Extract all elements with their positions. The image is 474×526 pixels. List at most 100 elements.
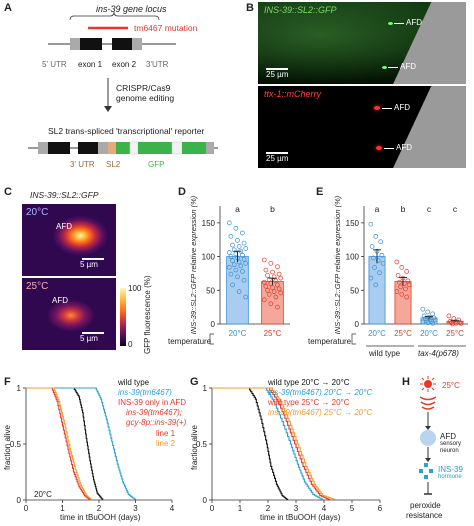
data-point xyxy=(446,313,452,319)
sun-icon xyxy=(419,376,437,410)
panel-letter-d: D xyxy=(178,186,186,198)
category-label: 25°C xyxy=(264,329,282,338)
hormone-icon xyxy=(419,463,433,479)
g-legend-1: ins-39(tm6467) 20°C → 20°C xyxy=(268,388,373,397)
temperature-bracket xyxy=(351,333,356,345)
data-point xyxy=(228,233,234,239)
y-axis-label: INS-39::SL2::GFP relative expression (%) xyxy=(333,195,342,334)
g-xlabel: time in tBuOOH (days) xyxy=(260,513,341,522)
f-xlabel: time in tBuOOH (days) xyxy=(60,513,141,522)
y-tick-label: 0 xyxy=(355,320,360,329)
data-point xyxy=(399,265,405,270)
data-point xyxy=(430,311,436,317)
data-point xyxy=(399,291,405,297)
data-point xyxy=(235,274,240,280)
data-point xyxy=(241,277,247,283)
x-tick-label: 4 xyxy=(170,504,175,513)
e-temperature-label: temperature xyxy=(308,337,352,346)
y-tick-label: 150 xyxy=(346,219,360,228)
x-tick-label: 3 xyxy=(133,504,138,513)
data-point xyxy=(394,259,400,265)
panel-letter-e: E xyxy=(316,186,324,198)
e-group-tax4: tax-4(p678) xyxy=(418,349,459,358)
data-point xyxy=(233,267,239,273)
colorbar-min: 0 xyxy=(128,340,133,349)
x-tick-label: 2 xyxy=(266,504,271,513)
data-point xyxy=(394,289,400,294)
data-point xyxy=(263,283,269,289)
data-point xyxy=(241,240,247,246)
g-legend-0: wild type 20°C → 20°C xyxy=(268,378,350,387)
gfp-title: INS-39::SL2::GFP xyxy=(264,5,337,15)
d-temperature-label: temperature xyxy=(168,337,212,346)
data-point xyxy=(271,289,277,294)
gene-diagram xyxy=(28,11,218,155)
data-point xyxy=(373,282,379,288)
data-point xyxy=(230,242,235,248)
category-label: 25°C xyxy=(446,329,464,338)
data-point xyxy=(233,225,239,231)
data-point xyxy=(430,320,436,326)
data-point xyxy=(243,246,249,251)
data-point xyxy=(373,233,379,239)
data-point xyxy=(404,269,410,274)
survival-curve xyxy=(26,387,137,500)
crispr-label-2: genome editing xyxy=(116,93,175,103)
gfp-label: GFP xyxy=(148,160,165,169)
y-axis-label: INS-39::SL2::GFP relative expression (%) xyxy=(189,195,198,334)
x-tick-label: 3 xyxy=(294,504,299,513)
x-tick-label: 2 xyxy=(97,504,102,513)
data-point xyxy=(377,270,382,276)
afd-neuron-icon xyxy=(420,430,436,446)
crispr-label-1: CRISPR/Cas9 xyxy=(116,83,171,93)
data-point xyxy=(230,282,235,288)
h-peroxide: peroxide xyxy=(410,501,441,510)
scale-label-b2: 25 µm xyxy=(266,154,289,163)
survival-curve xyxy=(212,387,331,500)
data-point xyxy=(236,244,242,249)
utr5-label: 5' UTR xyxy=(42,60,67,69)
y-tick-label: 1 xyxy=(17,384,22,393)
survival-curve xyxy=(212,387,336,500)
data-point xyxy=(268,260,274,266)
data-point xyxy=(375,258,381,263)
survival-curve xyxy=(26,387,93,500)
data-point xyxy=(268,301,274,307)
f-legend-2: INS-39 only in AFD xyxy=(118,398,187,407)
f-legend-1: ins-39(tm6467) xyxy=(118,388,172,397)
data-point xyxy=(276,286,282,292)
data-point xyxy=(240,230,245,236)
significance-letter: c xyxy=(453,204,458,214)
utr3b-label: 3' UTR xyxy=(70,160,95,169)
data-point xyxy=(425,320,431,326)
x-tick-label: 4 xyxy=(322,504,327,513)
survival-curve xyxy=(212,387,324,500)
category-label: 25°C xyxy=(394,329,412,338)
data-point xyxy=(231,247,237,253)
data-point xyxy=(458,320,464,326)
c-afd-20: AFD xyxy=(56,222,72,231)
y-tick-label: 0 xyxy=(17,496,22,505)
data-point xyxy=(226,250,232,255)
exon1-label: exon 1 xyxy=(78,60,103,69)
category-label: 20°C xyxy=(420,329,438,338)
data-point xyxy=(228,271,234,277)
f-legend-5: line 1 xyxy=(156,429,176,438)
c-image-25: 25°C AFD 5 µm xyxy=(22,278,116,350)
panel-letter-g: G xyxy=(190,376,199,388)
data-point xyxy=(404,294,410,300)
data-point xyxy=(230,258,235,263)
gfp-micrograph: INS-39::SL2::GFP AFD AFD 25 µm xyxy=(258,2,466,84)
data-point xyxy=(368,221,374,227)
f-temp: 20°C xyxy=(34,490,52,499)
h-neuron: neuron xyxy=(440,448,459,454)
data-point xyxy=(425,309,431,315)
panel-letter-a: A xyxy=(4,2,12,14)
data-point xyxy=(243,260,249,266)
panel-letter-h: H xyxy=(402,376,410,388)
data-point xyxy=(372,265,377,270)
